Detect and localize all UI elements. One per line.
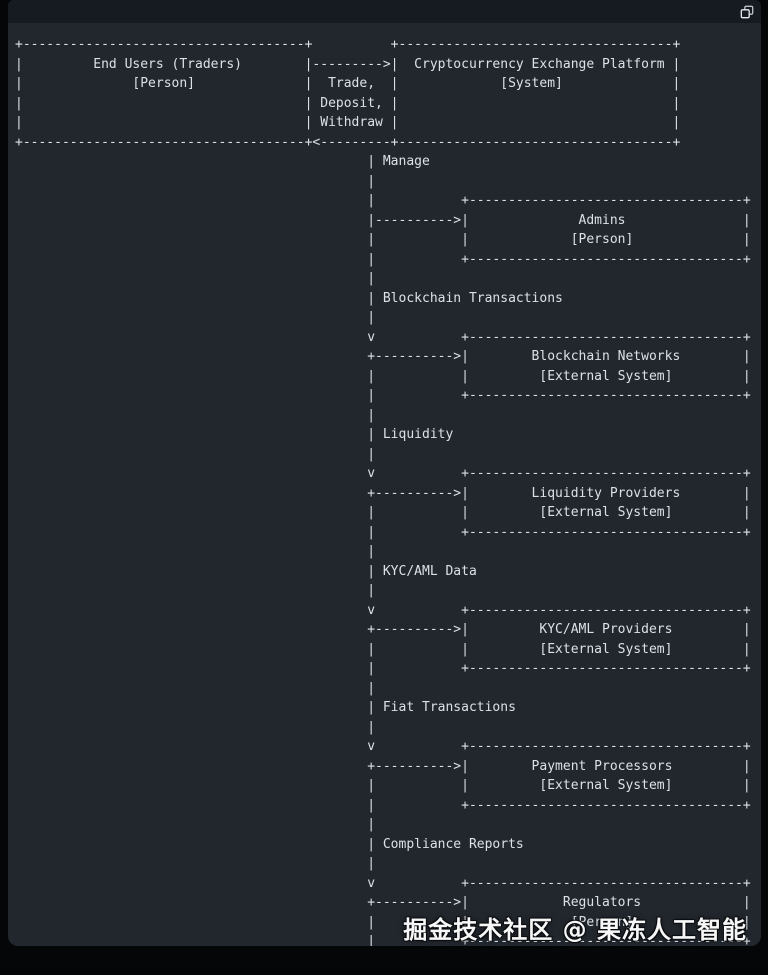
copy-icon xyxy=(740,5,754,19)
watermark: 掘金技术社区 @ 果冻人工智能 xyxy=(403,916,747,944)
code-block-header xyxy=(8,0,761,23)
code-block: +------------------------------------+ +… xyxy=(8,0,761,946)
copy-button[interactable] xyxy=(736,2,758,22)
ascii-diagram: +------------------------------------+ +… xyxy=(15,37,751,946)
